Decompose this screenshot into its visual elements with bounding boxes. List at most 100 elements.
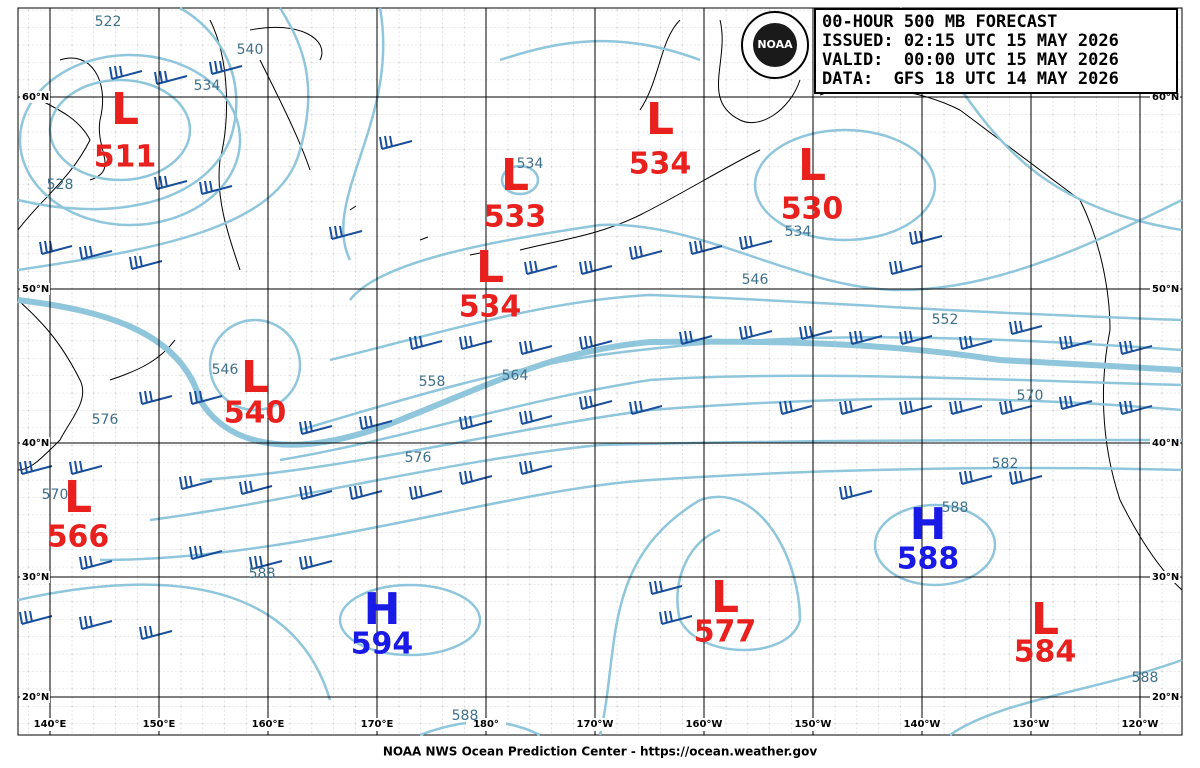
contour-label: 576 bbox=[405, 450, 432, 466]
center-value: 511 bbox=[94, 140, 157, 175]
footer: NOAA NWS Ocean Prediction Center - https… bbox=[383, 745, 817, 759]
wind-barb bbox=[179, 475, 213, 490]
center-symbol: L bbox=[476, 242, 504, 293]
center-symbol: L bbox=[646, 94, 674, 145]
contour-label: 552 bbox=[932, 312, 959, 328]
wind-barb bbox=[79, 555, 113, 570]
contour-label: 570 bbox=[42, 487, 69, 503]
center-value: 588 bbox=[897, 542, 960, 577]
center-value: 584 bbox=[1014, 635, 1077, 670]
center-symbol: L bbox=[798, 140, 826, 191]
longitude-label: 150°W bbox=[795, 719, 832, 730]
center-value: 566 bbox=[47, 520, 110, 555]
wind-barb bbox=[409, 485, 443, 500]
longitude-label: 140°E bbox=[34, 719, 67, 730]
wind-barb bbox=[19, 610, 53, 625]
wind-barb bbox=[799, 325, 833, 340]
longitude-label: 160°W bbox=[686, 719, 723, 730]
contour-label: 558 bbox=[419, 374, 446, 390]
label-bg bbox=[902, 718, 942, 731]
center-symbol: L bbox=[111, 84, 139, 135]
center-symbol: H bbox=[364, 584, 401, 635]
longitude-label: 170°E bbox=[361, 719, 394, 730]
header-line: VALID: 00:00 UTC 15 MAY 2026 bbox=[822, 50, 1119, 70]
latitude-label: 20°N bbox=[1152, 692, 1179, 703]
wind-barb bbox=[154, 70, 188, 85]
grid bbox=[18, 8, 1182, 735]
map-frame bbox=[17, 7, 1183, 736]
center-value: 594 bbox=[351, 627, 414, 662]
logo-text: NOAA bbox=[757, 38, 793, 51]
label-bg bbox=[793, 718, 833, 731]
contour-label: 540 bbox=[237, 42, 264, 58]
wind-barb bbox=[409, 335, 443, 350]
latitude-label: 50°N bbox=[1152, 284, 1179, 295]
label-bg bbox=[20, 437, 50, 449]
wind-barb bbox=[909, 230, 943, 245]
label-bg bbox=[1011, 718, 1051, 731]
latitude-label: 40°N bbox=[22, 438, 49, 449]
label-bg bbox=[30, 718, 70, 731]
latitude-label: 50°N bbox=[22, 284, 49, 295]
wind-barb bbox=[109, 65, 143, 80]
wind-barb bbox=[839, 485, 873, 500]
wind-barb bbox=[659, 610, 693, 625]
wind-barb bbox=[129, 255, 163, 270]
wind-barb bbox=[69, 460, 103, 475]
center-symbol: L bbox=[501, 150, 529, 201]
center-value: 577 bbox=[694, 615, 757, 650]
wind-barb bbox=[524, 260, 558, 275]
wind-barb bbox=[199, 180, 233, 195]
contour-label: 534 bbox=[785, 224, 812, 240]
header-box bbox=[814, 8, 1178, 94]
label-bg bbox=[1150, 571, 1180, 583]
wind-barb bbox=[779, 400, 813, 415]
center-symbol: H bbox=[910, 499, 947, 550]
wind-barb bbox=[679, 330, 713, 345]
wind-barb bbox=[189, 390, 223, 405]
contour-label: 588 bbox=[1132, 670, 1159, 686]
wind-barb bbox=[249, 555, 283, 570]
latitude-label: 60°N bbox=[22, 92, 49, 103]
wind-barb bbox=[139, 390, 173, 405]
center-value: 534 bbox=[629, 147, 692, 182]
center-symbol: L bbox=[1031, 594, 1059, 645]
longitude-label: 180° bbox=[473, 719, 499, 730]
wind-barb bbox=[1119, 400, 1153, 415]
wind-barb bbox=[899, 330, 933, 345]
wind-barb bbox=[299, 555, 333, 570]
wind-barb bbox=[459, 470, 493, 485]
wind-barb bbox=[579, 260, 613, 275]
longitude-label: 160°E bbox=[252, 719, 285, 730]
contour-label: 534 bbox=[194, 78, 221, 94]
wind-barb bbox=[349, 485, 383, 500]
latitude-label: 60°N bbox=[1152, 92, 1179, 103]
wind-barb bbox=[79, 245, 113, 260]
wind-barb bbox=[959, 470, 993, 485]
label-bg bbox=[684, 718, 724, 731]
contour-label: 546 bbox=[742, 272, 769, 288]
contour-label: 588 bbox=[249, 566, 276, 582]
label-bg bbox=[1120, 718, 1160, 731]
contours bbox=[17, 6, 1183, 737]
wind-barb bbox=[379, 135, 413, 150]
contour-label: 522 bbox=[95, 14, 122, 30]
wind-barb bbox=[299, 420, 333, 435]
wind-barb bbox=[1059, 335, 1093, 350]
wind-barb bbox=[849, 330, 883, 345]
label-bg bbox=[20, 571, 50, 583]
label-bg bbox=[20, 91, 50, 103]
center-value: 534 bbox=[459, 290, 522, 325]
contour-label: 546 bbox=[212, 362, 239, 378]
wind-barb bbox=[739, 235, 773, 250]
label-bg bbox=[20, 283, 50, 295]
wind-barb bbox=[79, 615, 113, 630]
longitude-label: 140°W bbox=[904, 719, 941, 730]
contour-label: 582 bbox=[992, 456, 1019, 472]
label-bg bbox=[1150, 437, 1180, 449]
label-bg bbox=[575, 718, 615, 731]
label-bg bbox=[248, 718, 288, 731]
center-value: 530 bbox=[781, 192, 844, 227]
header-line: DATA: GFS 18 UTC 14 MAY 2026 bbox=[822, 69, 1119, 89]
